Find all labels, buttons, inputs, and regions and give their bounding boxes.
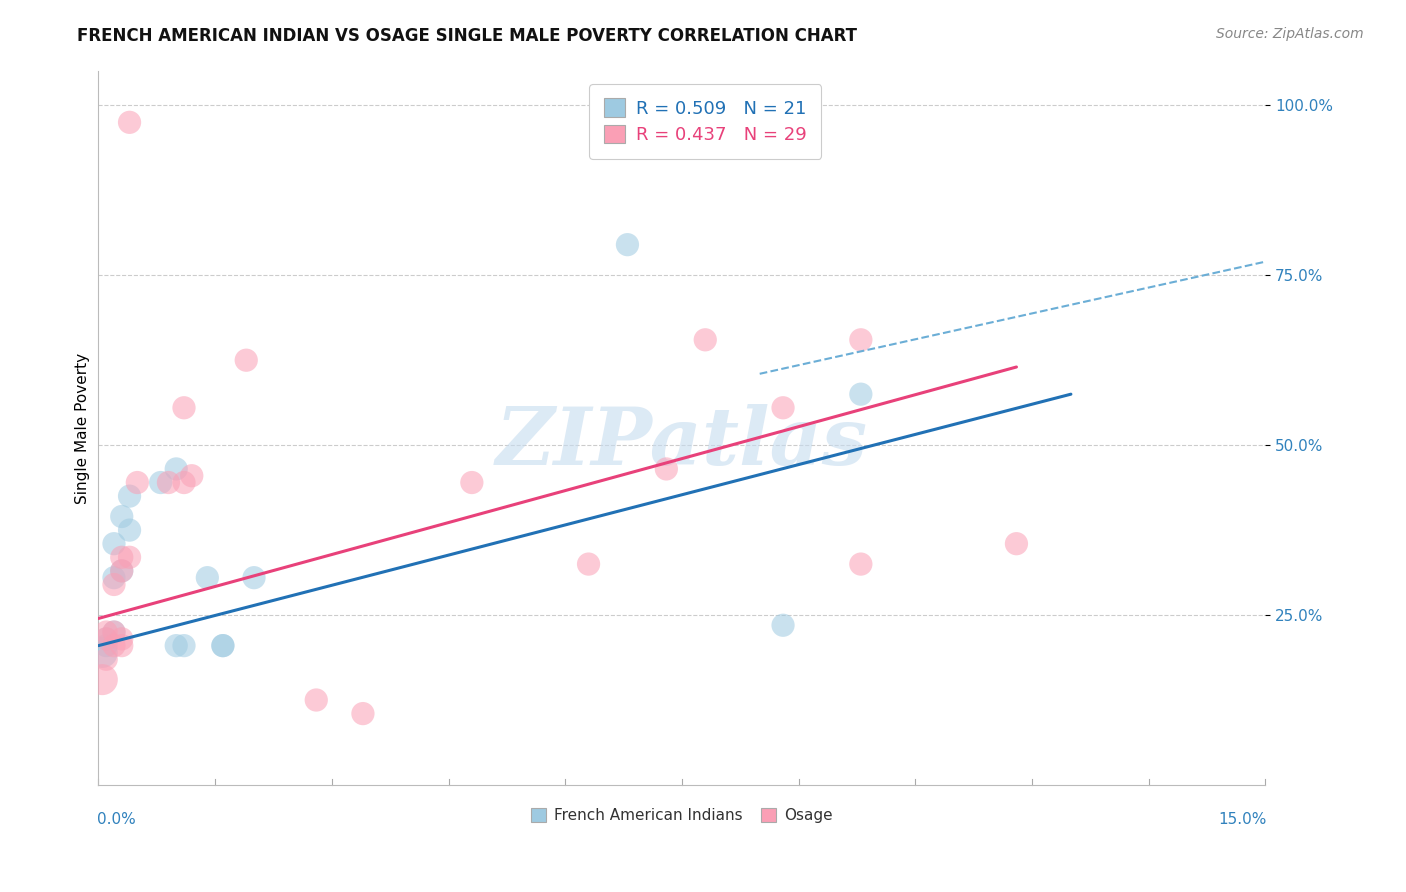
- Point: [772, 618, 794, 632]
- Point: [772, 401, 794, 415]
- Point: [165, 639, 187, 653]
- Point: [849, 557, 872, 571]
- Point: [849, 387, 872, 401]
- Point: [578, 557, 600, 571]
- Point: [173, 639, 195, 653]
- Point: [352, 706, 374, 721]
- Point: [180, 468, 202, 483]
- Y-axis label: Single Male Poverty: Single Male Poverty: [75, 352, 90, 504]
- Point: [118, 489, 141, 503]
- Point: [103, 571, 125, 585]
- Text: 0.0%: 0.0%: [97, 813, 136, 827]
- Point: [157, 475, 180, 490]
- Legend: French American Indians, Osage: French American Indians, Osage: [523, 800, 841, 830]
- Point: [91, 645, 114, 659]
- Point: [103, 577, 125, 591]
- Point: [849, 333, 872, 347]
- Point: [96, 632, 118, 646]
- Point: [165, 462, 187, 476]
- Point: [305, 693, 328, 707]
- Text: Source: ZipAtlas.com: Source: ZipAtlas.com: [1216, 27, 1364, 41]
- Point: [96, 639, 118, 653]
- Point: [149, 475, 172, 490]
- Point: [91, 673, 114, 687]
- Point: [96, 625, 118, 640]
- Point: [111, 550, 134, 565]
- Point: [127, 475, 149, 490]
- Point: [111, 632, 134, 646]
- Point: [1005, 537, 1028, 551]
- Text: ZIPatlas: ZIPatlas: [496, 404, 868, 481]
- Point: [616, 237, 638, 252]
- Point: [103, 625, 125, 640]
- Point: [655, 462, 678, 476]
- Point: [96, 632, 118, 646]
- Point: [243, 571, 266, 585]
- Point: [118, 115, 141, 129]
- Point: [103, 625, 125, 640]
- Point: [111, 509, 134, 524]
- Point: [235, 353, 257, 368]
- Point: [212, 639, 235, 653]
- Text: FRENCH AMERICAN INDIAN VS OSAGE SINGLE MALE POVERTY CORRELATION CHART: FRENCH AMERICAN INDIAN VS OSAGE SINGLE M…: [77, 27, 858, 45]
- Point: [173, 475, 195, 490]
- Point: [103, 639, 125, 653]
- Text: 15.0%: 15.0%: [1218, 813, 1267, 827]
- Point: [195, 571, 218, 585]
- Point: [461, 475, 484, 490]
- Point: [111, 639, 134, 653]
- Point: [118, 523, 141, 537]
- Point: [103, 537, 125, 551]
- Point: [111, 564, 134, 578]
- Point: [96, 652, 118, 666]
- Point: [111, 564, 134, 578]
- Point: [695, 333, 717, 347]
- Point: [173, 401, 195, 415]
- Point: [212, 639, 235, 653]
- Point: [118, 550, 141, 565]
